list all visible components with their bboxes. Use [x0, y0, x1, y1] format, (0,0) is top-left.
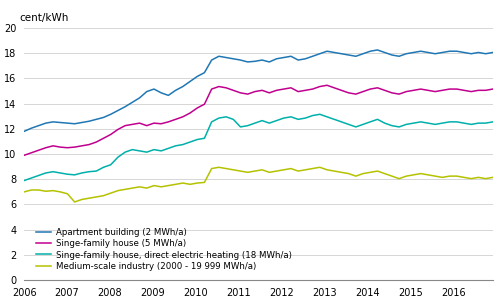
Apartment building (2 MWh/a) — [21, 130, 27, 133]
Medium-scale industry (2000 - 19 999 MWh/a) — [238, 169, 244, 173]
Medium-scale industry (2000 - 19 999 MWh/a) — [172, 182, 178, 186]
Singe-family house, direct electric heating (18 MWh/a) — [490, 120, 496, 124]
Singe-family house (5 MWh/a) — [490, 87, 496, 91]
Singe-family house (5 MWh/a) — [223, 86, 229, 90]
Apartment building (2 MWh/a) — [57, 121, 63, 124]
Singe-family house (5 MWh/a) — [57, 145, 63, 149]
Singe-family house (5 MWh/a) — [137, 121, 143, 125]
Singe-family house, direct electric heating (18 MWh/a) — [461, 121, 467, 125]
Singe-family house, direct electric heating (18 MWh/a) — [166, 146, 171, 150]
Singe-family house, direct electric heating (18 MWh/a) — [57, 171, 63, 175]
Singe-family house (5 MWh/a) — [166, 120, 171, 124]
Medium-scale industry (2000 - 19 999 MWh/a) — [490, 175, 496, 179]
Apartment building (2 MWh/a) — [461, 51, 467, 54]
Singe-family house, direct electric heating (18 MWh/a) — [21, 179, 27, 182]
Medium-scale industry (2000 - 19 999 MWh/a) — [245, 171, 250, 174]
Medium-scale industry (2000 - 19 999 MWh/a) — [21, 190, 27, 194]
Singe-family house (5 MWh/a) — [324, 83, 330, 87]
Apartment building (2 MWh/a) — [166, 94, 171, 97]
Apartment building (2 MWh/a) — [137, 96, 143, 100]
Apartment building (2 MWh/a) — [375, 48, 381, 52]
Text: cent/kWh: cent/kWh — [19, 13, 69, 23]
Medium-scale industry (2000 - 19 999 MWh/a) — [216, 165, 222, 169]
Singe-family house, direct electric heating (18 MWh/a) — [317, 112, 323, 116]
Singe-family house, direct electric heating (18 MWh/a) — [223, 115, 229, 119]
Apartment building (2 MWh/a) — [490, 51, 496, 54]
Medium-scale industry (2000 - 19 999 MWh/a) — [404, 174, 410, 178]
Line: Apartment building (2 MWh/a): Apartment building (2 MWh/a) — [24, 50, 493, 131]
Medium-scale industry (2000 - 19 999 MWh/a) — [72, 200, 78, 204]
Singe-family house, direct electric heating (18 MWh/a) — [137, 149, 143, 153]
Apartment building (2 MWh/a) — [223, 56, 229, 59]
Apartment building (2 MWh/a) — [396, 54, 402, 58]
Singe-family house (5 MWh/a) — [396, 92, 402, 96]
Medium-scale industry (2000 - 19 999 MWh/a) — [144, 186, 150, 190]
Line: Singe-family house, direct electric heating (18 MWh/a): Singe-family house, direct electric heat… — [24, 114, 493, 181]
Singe-family house (5 MWh/a) — [461, 88, 467, 92]
Line: Singe-family house (5 MWh/a): Singe-family house (5 MWh/a) — [24, 85, 493, 155]
Line: Medium-scale industry (2000 - 19 999 MWh/a): Medium-scale industry (2000 - 19 999 MWh… — [24, 167, 493, 202]
Singe-family house, direct electric heating (18 MWh/a) — [396, 125, 402, 129]
Medium-scale industry (2000 - 19 999 MWh/a) — [57, 190, 63, 194]
Legend: Apartment building (2 MWh/a), Singe-family house (5 MWh/a), Singe-family house, : Apartment building (2 MWh/a), Singe-fami… — [33, 226, 294, 273]
Singe-family house (5 MWh/a) — [21, 153, 27, 157]
